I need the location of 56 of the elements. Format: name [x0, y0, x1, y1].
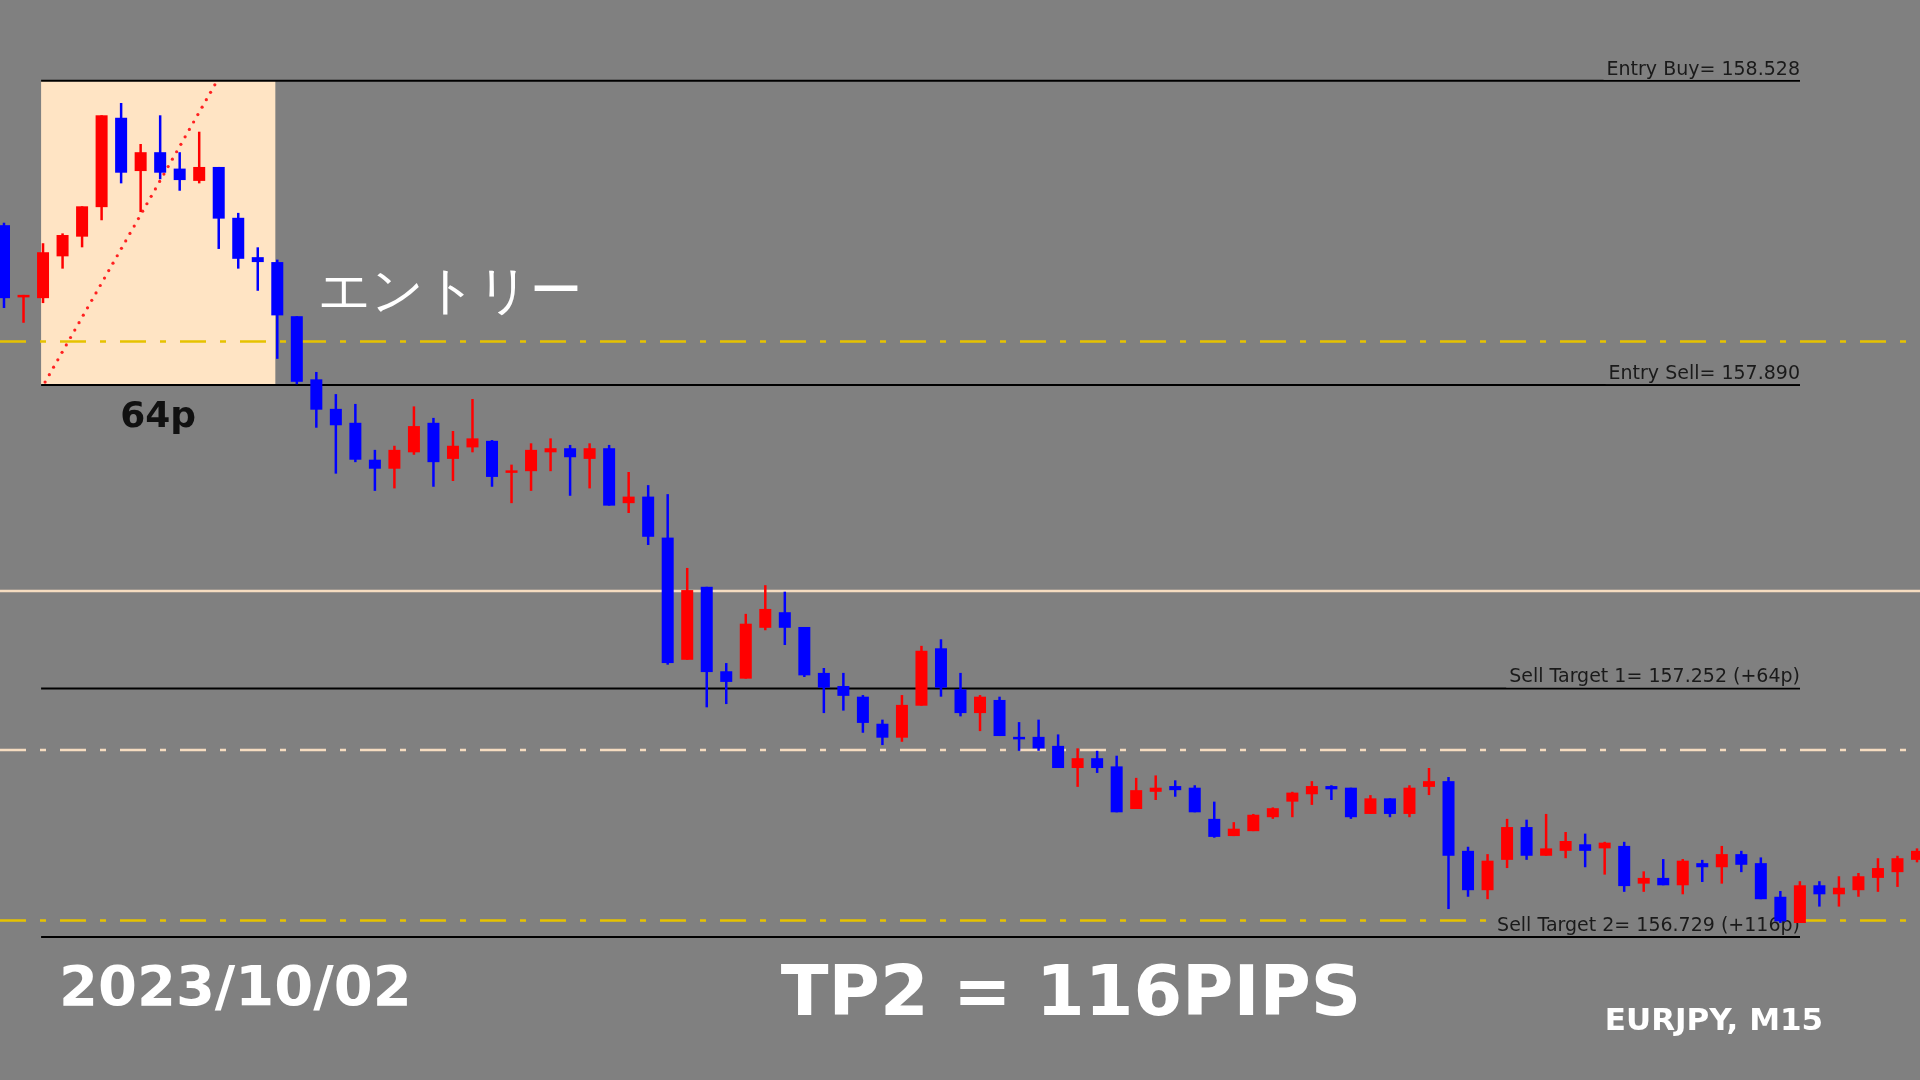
- text: EURJPY, M15: [1604, 1001, 1824, 1037]
- candlestick: [817, 666, 830, 715]
- candlestick: [388, 444, 401, 490]
- candlestick: [1422, 766, 1435, 797]
- text: 2023/10/02: [59, 953, 412, 1018]
- candlestick: [368, 448, 381, 493]
- candlestick: [251, 246, 264, 293]
- candlestick: [583, 442, 596, 490]
- candlestick: [1579, 832, 1592, 869]
- candlestick: [1891, 854, 1904, 889]
- candlestick: [1715, 844, 1728, 885]
- candlestick: [1364, 793, 1377, 816]
- candlestick: [329, 392, 342, 475]
- candlestick: [1832, 875, 1845, 908]
- candlestick: [954, 671, 967, 718]
- candlestick: [1305, 779, 1318, 807]
- candlestick: [974, 693, 987, 733]
- annotation: Entry Buy= 158.528: [1606, 56, 1800, 79]
- candlestick: [446, 429, 459, 483]
- candlestick: [1149, 774, 1162, 802]
- candlestick: [564, 443, 577, 498]
- candlestick: [1852, 871, 1865, 899]
- candlestick: [544, 437, 557, 473]
- candlestick: [720, 661, 733, 706]
- annotation: Entry Sell= 157.890: [1608, 361, 1800, 384]
- candlestick: [876, 718, 889, 747]
- band-label: 64p: [120, 394, 197, 436]
- candlestick: [778, 590, 791, 647]
- candlestick: [1637, 870, 1650, 894]
- candlestick: [1871, 856, 1884, 894]
- candlestick: [1052, 733, 1065, 770]
- candlestick: [1208, 800, 1221, 839]
- candlestick: [1325, 783, 1338, 802]
- candlestick: [759, 583, 772, 632]
- candlestick: [1032, 718, 1045, 753]
- candlestick: [1559, 830, 1572, 860]
- candlestick: [1091, 749, 1104, 775]
- annotation: Sell Target 1= 157.252 (+64p): [1509, 664, 1800, 687]
- candlestick: [505, 463, 518, 505]
- candlestick: [1286, 790, 1299, 819]
- candlestick: [1813, 879, 1826, 908]
- candlestick: [1696, 858, 1709, 884]
- candlestick: [525, 442, 538, 493]
- candlestick: [837, 671, 850, 712]
- candlestick: [1383, 797, 1396, 819]
- candlestick: [1130, 776, 1143, 811]
- candlestick: [1540, 812, 1553, 858]
- candlestick: [193, 130, 206, 185]
- candlestick: [622, 470, 635, 515]
- candlestick: [466, 397, 479, 454]
- text: TP2 = 116PIPS: [780, 950, 1362, 1032]
- candlestick: [1071, 747, 1084, 789]
- candlestick: [1657, 857, 1670, 887]
- annotation: エントリー: [318, 260, 582, 320]
- candlestick: [56, 232, 69, 270]
- candlestick: [1735, 849, 1748, 874]
